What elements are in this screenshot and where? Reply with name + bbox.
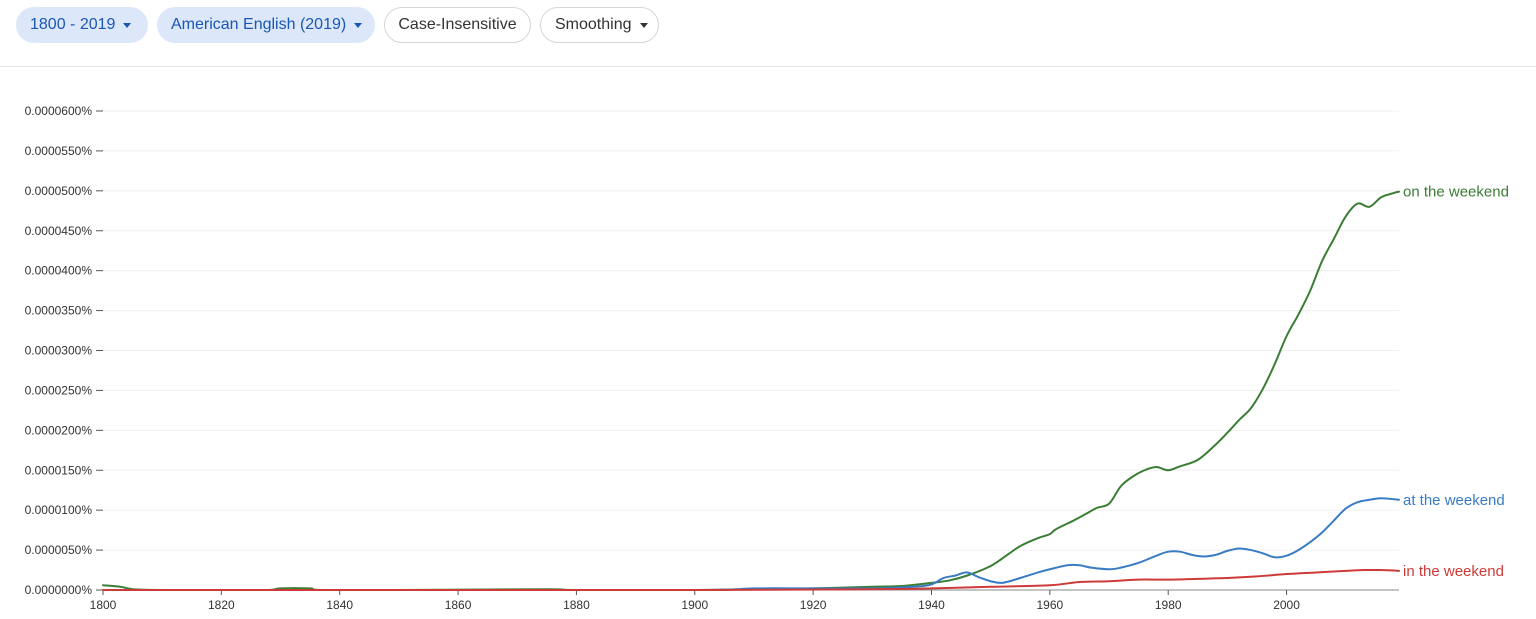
toolbar: 1800 - 2019 American English (2019) Case… [0,0,1536,67]
caret-down-icon [354,23,363,28]
series-label-in-the-weekend: in the weekend [1403,563,1504,580]
date-range-label: 1800 - 2019 [30,16,116,33]
y-axis: 0.0000000% 0.0000050% 0.0000100% 0.0000150%… [25,104,103,597]
y-tick-label: 0.0000450% [25,224,93,238]
y-tick-label: 0.0000200% [25,423,93,437]
y-tick-label: 0.0000500% [25,184,93,198]
x-tick-label: 1880 [563,598,590,612]
corpus-dropdown[interactable]: American English (2019) [157,7,375,43]
y-tick-label: 0.0000100% [25,503,93,517]
series-lines [102,190,1400,592]
corpus-label: American English (2019) [171,16,347,33]
y-tick-label: 0.0000000% [25,583,93,597]
y-tick-label: 0.0000550% [25,144,93,158]
case-insensitive-label: Case-Insensitive [398,16,517,33]
caret-down-icon [123,23,132,28]
smoothing-dropdown[interactable]: Smoothing [540,7,659,43]
smoothing-label: Smoothing [555,16,632,33]
case-insensitive-toggle[interactable]: Case-Insensitive [384,7,531,43]
x-tick-label: 1800 [90,598,117,612]
series-labels: on the weekend at the weekend in the weeke… [1403,184,1509,580]
y-tick-label: 0.0000150% [25,463,93,477]
y-tick-label: 0.0000250% [25,383,93,397]
x-axis: 1800 1820 1840 1860 1880 1900 1920 1940 1960 1980… [90,589,1399,612]
date-range-dropdown[interactable]: 1800 - 2019 [16,7,148,43]
x-tick-label: 1980 [1155,598,1182,612]
x-tick-label: 1960 [1036,598,1063,612]
series-line-in-the-weekend[interactable] [102,568,1400,592]
y-tick-label: 0.0000400% [25,264,93,278]
y-tick-label: 0.0000300% [25,344,93,358]
series-line-at-the-weekend[interactable] [102,497,1400,592]
x-tick-label: 1860 [445,598,472,612]
x-tick-label: 1940 [918,598,945,612]
x-tick-label: 2000 [1273,598,1300,612]
series-label-at-the-weekend: at the weekend [1403,492,1505,509]
y-tick-label: 0.0000050% [25,543,93,557]
y-tick-label: 0.0000350% [25,304,93,318]
x-tick-label: 1900 [681,598,708,612]
x-tick-label: 1920 [800,598,827,612]
y-tick-label: 0.0000600% [25,104,93,118]
caret-down-icon [639,23,648,28]
x-tick-label: 1820 [208,598,235,612]
grid-lines [103,110,1399,551]
series-label-on-the-weekend: on the weekend [1403,184,1509,201]
ngram-line-chart: 0.0000000% 0.0000050% 0.0000100% 0.0000150%… [25,104,1509,612]
x-tick-label: 1840 [326,598,353,612]
